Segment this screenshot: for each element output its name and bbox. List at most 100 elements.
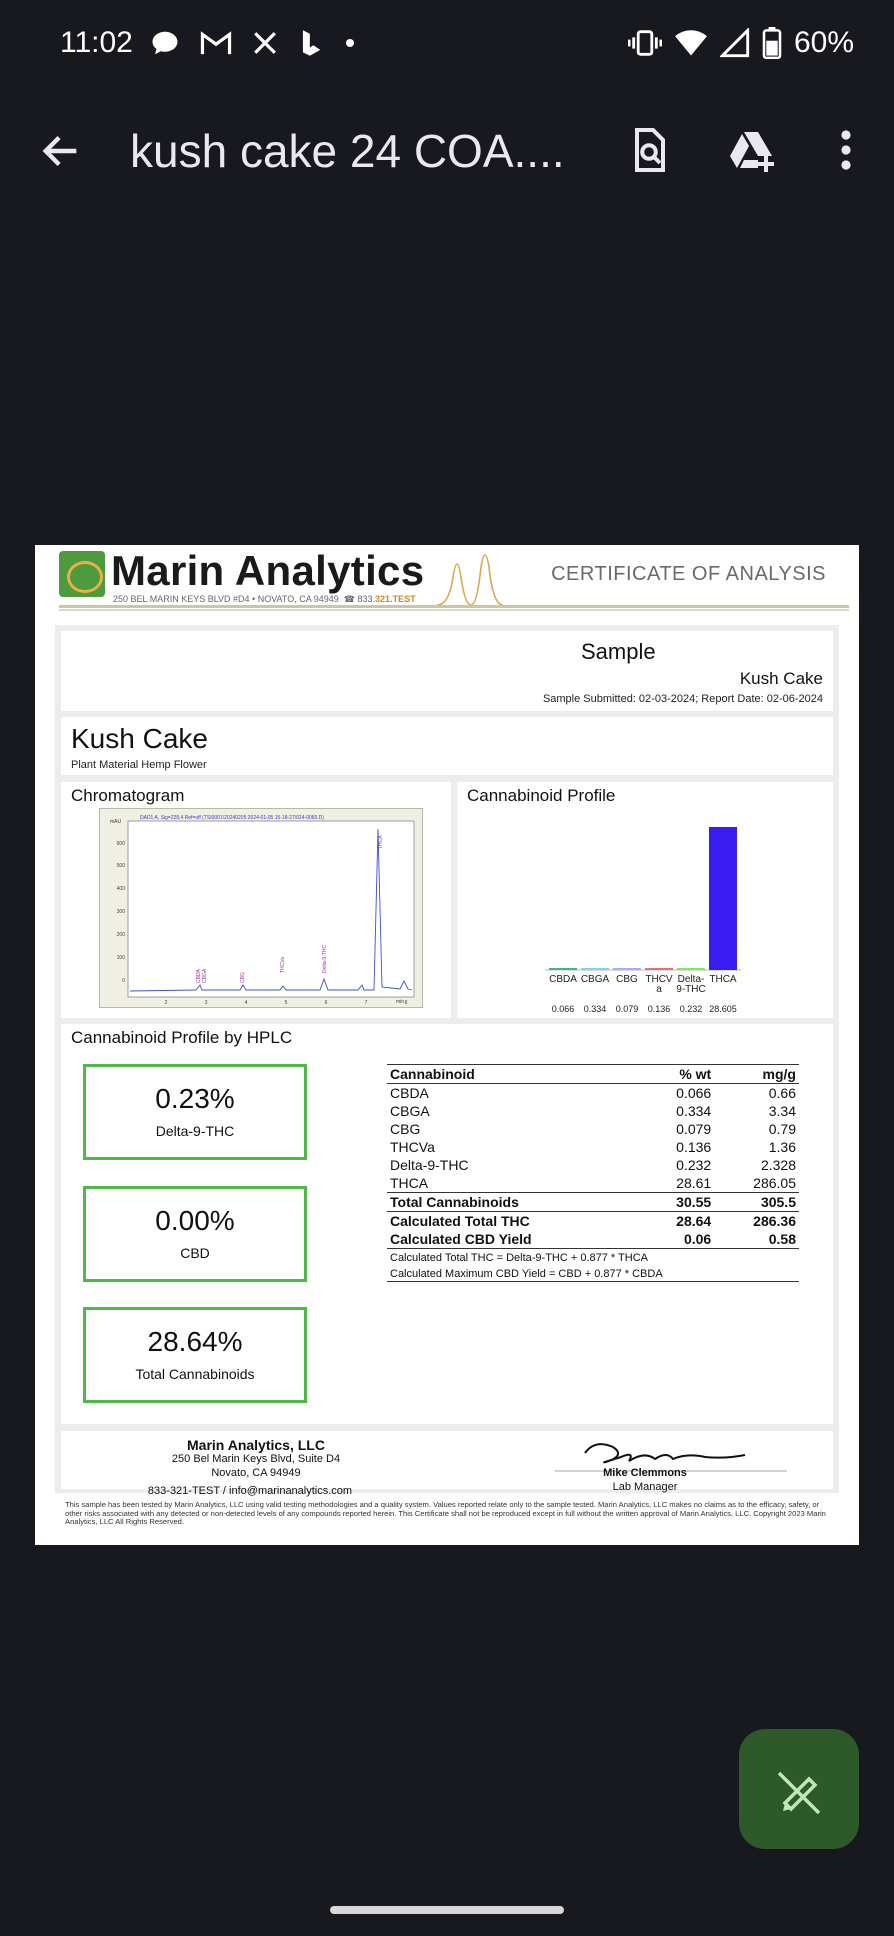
more-vert-icon[interactable]	[822, 126, 870, 174]
value-label-delta-9-thc: 0.232	[680, 1004, 703, 1014]
document-page[interactable]: Marin Analytics 250 BEL MARIN KEYS BLVD …	[35, 545, 859, 1545]
sample-info: Sample Kush Cake Sample Submitted: 02-03…	[61, 631, 833, 711]
gesture-nav-bar[interactable]	[330, 1906, 564, 1914]
metric-value: 28.64%	[147, 1326, 243, 1357]
sample-dates: Sample Submitted: 02-03-2024; Report Dat…	[542, 693, 823, 705]
svg-text:min: min	[396, 999, 404, 1005]
table-row: CBDA 0.066 0.66	[390, 1085, 796, 1101]
value-label-thcva: 0.136	[648, 1004, 671, 1014]
value-label-cbga: 0.334	[584, 1004, 607, 1014]
svg-text:7: 7	[365, 1000, 368, 1006]
back-arrow-icon[interactable]	[38, 128, 84, 174]
dot-icon	[346, 39, 354, 47]
svg-text:mAU: mAU	[110, 819, 122, 825]
footer-contact: 833-321-TEST / info@marinanalytics.com	[147, 1485, 353, 1497]
chromatogram-title: Chromatogram	[71, 786, 185, 805]
calc-cbd-row: Calculated CBD Yield 0.06 0.58	[390, 1231, 796, 1247]
svg-text:400: 400	[117, 886, 126, 892]
metric-label: CBD	[180, 1245, 210, 1261]
value-label-thca: 28.605	[709, 1004, 737, 1014]
bar-cbga	[581, 968, 609, 970]
edit-pen-icon	[777, 1771, 821, 1815]
document-title: kush cake 24 COA....	[130, 125, 565, 177]
tick-label-thcva: THCV	[645, 974, 673, 985]
footer-street: 250 Bel Marin Keys Blvd, Suite D4	[171, 1453, 341, 1465]
table-row: THCA 28.61 286.05	[390, 1175, 796, 1191]
chromatogram-header: DAD1 A, Sig=228,4 Ref=off (TSI0001\20240…	[140, 815, 324, 821]
bing-icon	[302, 30, 321, 56]
signal-icon	[719, 28, 750, 58]
x-icon	[254, 32, 276, 54]
formula-row: Calculated Total THC = Delta-9-THC + 0.8…	[387, 1248, 799, 1265]
signature-image	[555, 1443, 787, 1472]
status-time: 11:02	[60, 26, 133, 59]
add-to-drive-icon[interactable]	[728, 126, 776, 174]
svg-text:THCVa: THCVa	[280, 957, 286, 973]
svg-text:3: 3	[205, 1000, 208, 1006]
edit-fab-button[interactable]	[739, 1729, 859, 1849]
sample-heading: Sample	[581, 639, 656, 664]
chromatogram-image: DAD1 A, Sig=228,4 Ref=off (TSI0001\20240…	[99, 808, 423, 1008]
battery-icon	[762, 27, 782, 59]
svg-text:100: 100	[117, 955, 126, 961]
app-bar: kush cake 24 COA....	[0, 100, 894, 200]
brand-name: Marin Analytics	[111, 547, 425, 594]
metric-total-cannabinoids: 28.64% Total Cannabinoids	[83, 1307, 307, 1403]
phone-icon: ☎	[343, 594, 355, 604]
disclaimer-text: This sample has been tested by Marin Ana…	[65, 1500, 826, 1527]
svg-text:8: 8	[405, 1000, 408, 1006]
certificate-title: CERTIFICATE OF ANALYSIS	[551, 563, 826, 585]
tick-label-cbg: CBG	[616, 974, 638, 985]
cannabinoid-profile-panel: Cannabinoid Profile CBDA 0.066 CBGA 0.334 CB…	[457, 782, 833, 1018]
profile-title: Cannabinoid Profile	[467, 786, 616, 805]
tick-label-delta-9-thc: Delta-	[678, 974, 705, 985]
report-footer: Marin Analytics, LLC 250 Bel Marin Keys …	[61, 1431, 833, 1489]
sample-name: Kush Cake	[739, 669, 823, 688]
formula-row: Calculated Maximum CBD Yield = CBD + 0.8…	[387, 1265, 799, 1282]
svg-text:CBG: CBG	[240, 972, 246, 983]
vibrate-icon	[627, 30, 662, 56]
metric-cbd: 0.00% CBD	[83, 1186, 307, 1282]
svg-text:THCA: THCA	[378, 835, 384, 849]
table-header-row: Cannabinoid % wt mg/g	[387, 1064, 799, 1084]
chat-icon	[152, 31, 178, 55]
marin-logo-icon	[59, 551, 105, 597]
report-header: Marin Analytics 250 BEL MARIN KEYS BLVD …	[35, 545, 859, 615]
battery-level: 60%	[793, 26, 854, 59]
metric-value: 0.23%	[155, 1083, 235, 1114]
tick-label-thca: THCA	[709, 974, 737, 985]
header-address: 250 BEL MARIN KEYS BLVD #D4 • NOVATO, CA…	[113, 594, 416, 604]
total-row: Total Cannabinoids 30.55 305.5	[387, 1192, 799, 1212]
svg-text:600: 600	[117, 841, 126, 847]
svg-text:6: 6	[325, 1000, 328, 1006]
bar-cbda	[549, 968, 577, 970]
tick-label-delta-9-thc: 9-THC	[676, 984, 705, 995]
metric-label: Total Cannabinoids	[135, 1366, 255, 1382]
svg-text:2: 2	[165, 1000, 168, 1006]
svg-text:200: 200	[117, 932, 126, 938]
svg-text:Delta-9-THC: Delta-9-THC	[322, 945, 328, 973]
report-body: Sample Kush Cake Sample Submitted: 02-03…	[55, 625, 839, 1493]
cannabinoid-table: Cannabinoid % wt mg/g CBDA 0.066 0.66 CBGA…	[387, 1064, 799, 1282]
signer-name: Mike Clemmons	[603, 1467, 687, 1479]
svg-text:500: 500	[117, 863, 126, 869]
bar-thca	[709, 826, 737, 970]
product-type: Plant Material Hemp Flower	[71, 759, 207, 771]
metric-label: Delta-9-THC	[155, 1123, 235, 1139]
metric-delta9-thc: 0.23% Delta-9-THC	[83, 1064, 307, 1160]
cannabinoid-profile-chart: CBDA 0.066 CBGA 0.334 CBG 0.079 THCVa 0.136 Delt…	[545, 826, 741, 1014]
bar-delta-9-thc	[677, 968, 705, 970]
tick-label-cbda: CBDA	[549, 974, 577, 985]
table-row: Delta-9-THC 0.232 2.328	[390, 1157, 796, 1173]
svg-text:5: 5	[285, 1000, 288, 1006]
calc-thc-row: Calculated Total THC 28.64 286.36	[387, 1211, 799, 1230]
svg-text:300: 300	[117, 909, 126, 915]
table-row: THCVa 0.136 1.36	[390, 1139, 796, 1155]
table-row: CBGA 0.334 3.34	[390, 1103, 796, 1119]
value-label-cbda: 0.066	[552, 1004, 575, 1014]
svg-text:4: 4	[245, 1000, 248, 1006]
metric-value: 0.00%	[155, 1205, 235, 1236]
svg-text:CBDA: CBDA	[196, 968, 202, 983]
svg-text:CBGA: CBGA	[202, 968, 208, 983]
search-document-icon[interactable]	[625, 126, 673, 174]
